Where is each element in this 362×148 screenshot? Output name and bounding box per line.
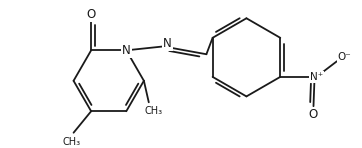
Text: O⁻: O⁻ [338, 52, 352, 62]
Text: N: N [163, 37, 172, 50]
Text: CH₃: CH₃ [63, 136, 81, 147]
Text: O: O [87, 8, 96, 21]
Text: N⁺: N⁺ [310, 72, 323, 82]
Text: O: O [309, 108, 318, 122]
Text: CH₃: CH₃ [144, 106, 163, 116]
Text: N: N [122, 44, 131, 57]
